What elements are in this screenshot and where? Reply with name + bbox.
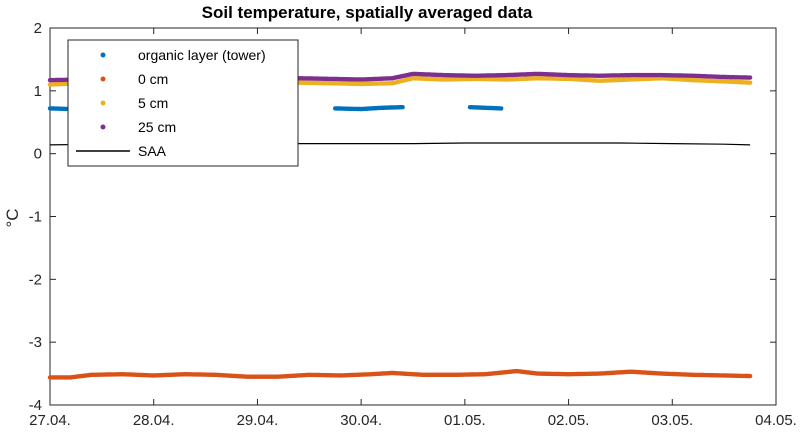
data-point [747,373,753,379]
data-point [747,80,753,85]
y-tick-label: -4 [29,397,42,414]
legend-label: organic layer (tower) [138,47,266,63]
x-tick-label: 01.05. [444,412,486,429]
y-tick-label: -1 [29,209,42,226]
x-tick-label: 02.05. [548,412,590,429]
chart-title: Soil temperature, spatially averaged dat… [202,3,533,22]
y-tick-label: 2 [34,20,42,37]
legend-swatch [100,124,106,130]
y-tick-label: 1 [34,83,42,100]
data-point [747,75,753,80]
legend-label: 25 cm [138,119,176,135]
x-axis: 27.04. 28.04. 29.04. 30.04. 01.05. 02.05. 03.0… [29,28,797,429]
y-axis-label: °C [3,208,22,227]
legend-box [67,39,299,167]
legend-swatch [100,76,106,82]
x-tick-label: 30.04. [340,412,382,429]
y-tick-label: -2 [29,271,42,288]
legend-label: 5 cm [138,95,168,111]
x-tick-label: 03.05. [651,412,693,429]
y-tick-label: -3 [29,334,42,351]
legend-label: 0 cm [138,71,168,87]
y-axis: 2 1 0 -1 -2 -3 -4 [29,20,776,414]
legend-swatch [100,52,106,58]
legend-swatch [100,100,106,106]
series-1 [47,368,753,380]
data-point [400,105,405,110]
x-tick-label: 27.04. [29,412,71,429]
x-tick-label: 28.04. [133,412,175,429]
legend: organic layer (tower) 0 cm 5 cm 25 cm SAA [67,39,299,167]
x-tick-label: 04.05. [755,412,797,429]
x-tick-label: 29.04. [237,412,279,429]
data-point [499,106,504,111]
legend-label: SAA [138,143,167,159]
y-tick-label: 0 [34,146,42,163]
